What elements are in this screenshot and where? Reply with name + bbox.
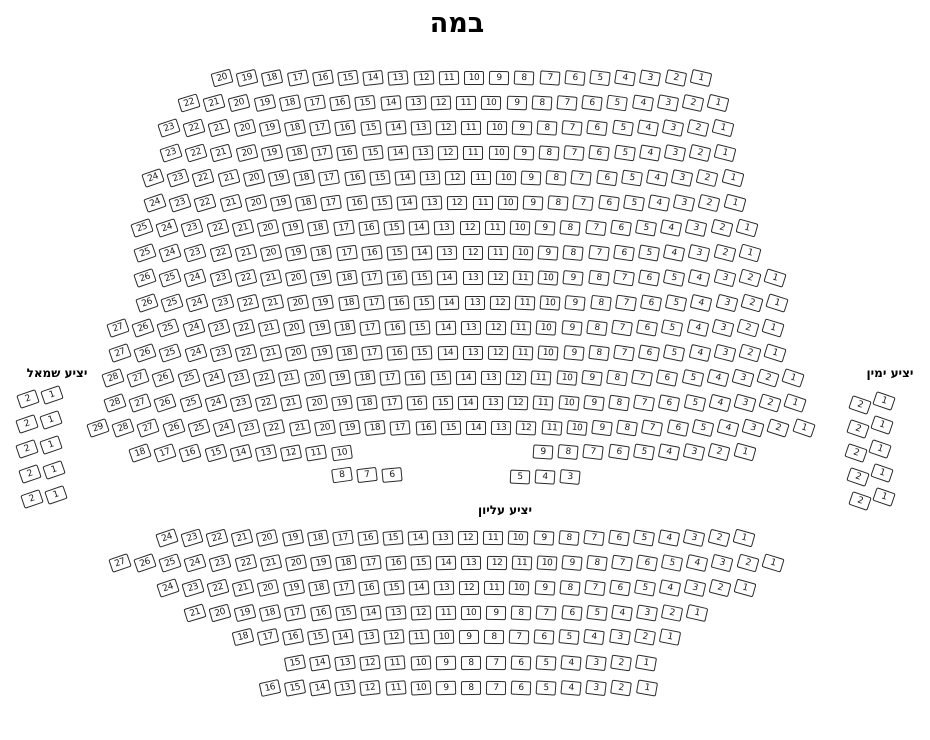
seat-right-r3-1[interactable]: 1 xyxy=(868,439,892,459)
seat-right-r1-1[interactable]: 1 xyxy=(872,391,896,411)
upper-balcony-label: יציע עליון xyxy=(477,503,533,517)
right-balcony-label: יציע ימין xyxy=(866,366,914,380)
seat-right-r2-2[interactable]: 2 xyxy=(846,419,870,439)
seat-right-r5-2[interactable]: 2 xyxy=(848,491,872,511)
seat-right-r4-1[interactable]: 1 xyxy=(870,463,894,483)
seat-right-r3-2[interactable]: 2 xyxy=(844,443,868,463)
seat-main-r5-11[interactable]: 11 xyxy=(470,171,491,185)
seat-right-r4-2[interactable]: 2 xyxy=(846,467,870,487)
left-balcony-label: יציע שמאל xyxy=(26,366,88,380)
seat-right-r2-1[interactable]: 1 xyxy=(870,415,894,435)
seat-right-r5-1[interactable]: 1 xyxy=(872,487,896,507)
seat-right-r1-2[interactable]: 2 xyxy=(848,395,872,415)
stage-label: במה xyxy=(429,8,485,39)
